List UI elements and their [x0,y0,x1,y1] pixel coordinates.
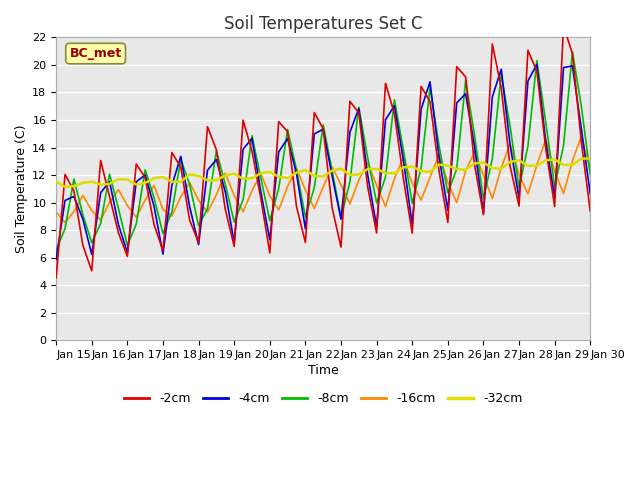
-2cm [560,23,568,29]
-32cm [586,156,594,161]
-32cm [168,179,176,185]
-16cm [381,204,389,209]
-8cm [239,197,247,203]
-2cm [372,230,380,236]
Line: -4cm: -4cm [56,64,590,259]
-8cm [568,49,576,55]
-2cm [177,164,184,170]
-2cm [159,248,167,253]
Legend: -2cm, -4cm, -8cm, -16cm, -32cm: -2cm, -4cm, -8cm, -16cm, -32cm [119,387,527,410]
-4cm [239,146,247,152]
-8cm [337,215,345,220]
Line: -16cm: -16cm [56,136,590,223]
-32cm [524,163,532,168]
-4cm [52,256,60,262]
Text: BC_met: BC_met [70,47,122,60]
-8cm [586,172,594,178]
-4cm [372,224,380,229]
-32cm [346,172,354,178]
-16cm [52,209,60,215]
-4cm [515,195,523,201]
-32cm [248,175,256,181]
-4cm [159,251,167,257]
Y-axis label: Soil Temperature (C): Soil Temperature (C) [15,125,28,253]
-2cm [586,208,594,214]
-4cm [586,191,594,197]
-2cm [515,203,523,209]
-32cm [61,184,69,190]
-8cm [177,156,184,162]
Line: -32cm: -32cm [56,158,590,187]
Line: -2cm: -2cm [56,26,590,278]
-16cm [168,213,176,219]
Title: Soil Temperatures Set C: Soil Temperatures Set C [224,15,422,33]
-32cm [186,172,193,178]
-32cm [52,179,60,185]
-4cm [337,216,345,222]
-8cm [372,200,380,206]
-16cm [346,201,354,207]
-2cm [239,117,247,123]
-8cm [52,247,60,253]
X-axis label: Time: Time [308,364,339,377]
-16cm [586,168,594,173]
-16cm [186,180,193,185]
-16cm [248,188,256,193]
-2cm [52,275,60,281]
-2cm [337,244,345,250]
-32cm [381,170,389,176]
-4cm [177,154,184,159]
-16cm [61,220,69,226]
-8cm [515,185,523,191]
-16cm [524,191,532,197]
-8cm [159,231,167,237]
-4cm [533,61,541,67]
Line: -8cm: -8cm [56,52,590,250]
-16cm [577,133,585,139]
